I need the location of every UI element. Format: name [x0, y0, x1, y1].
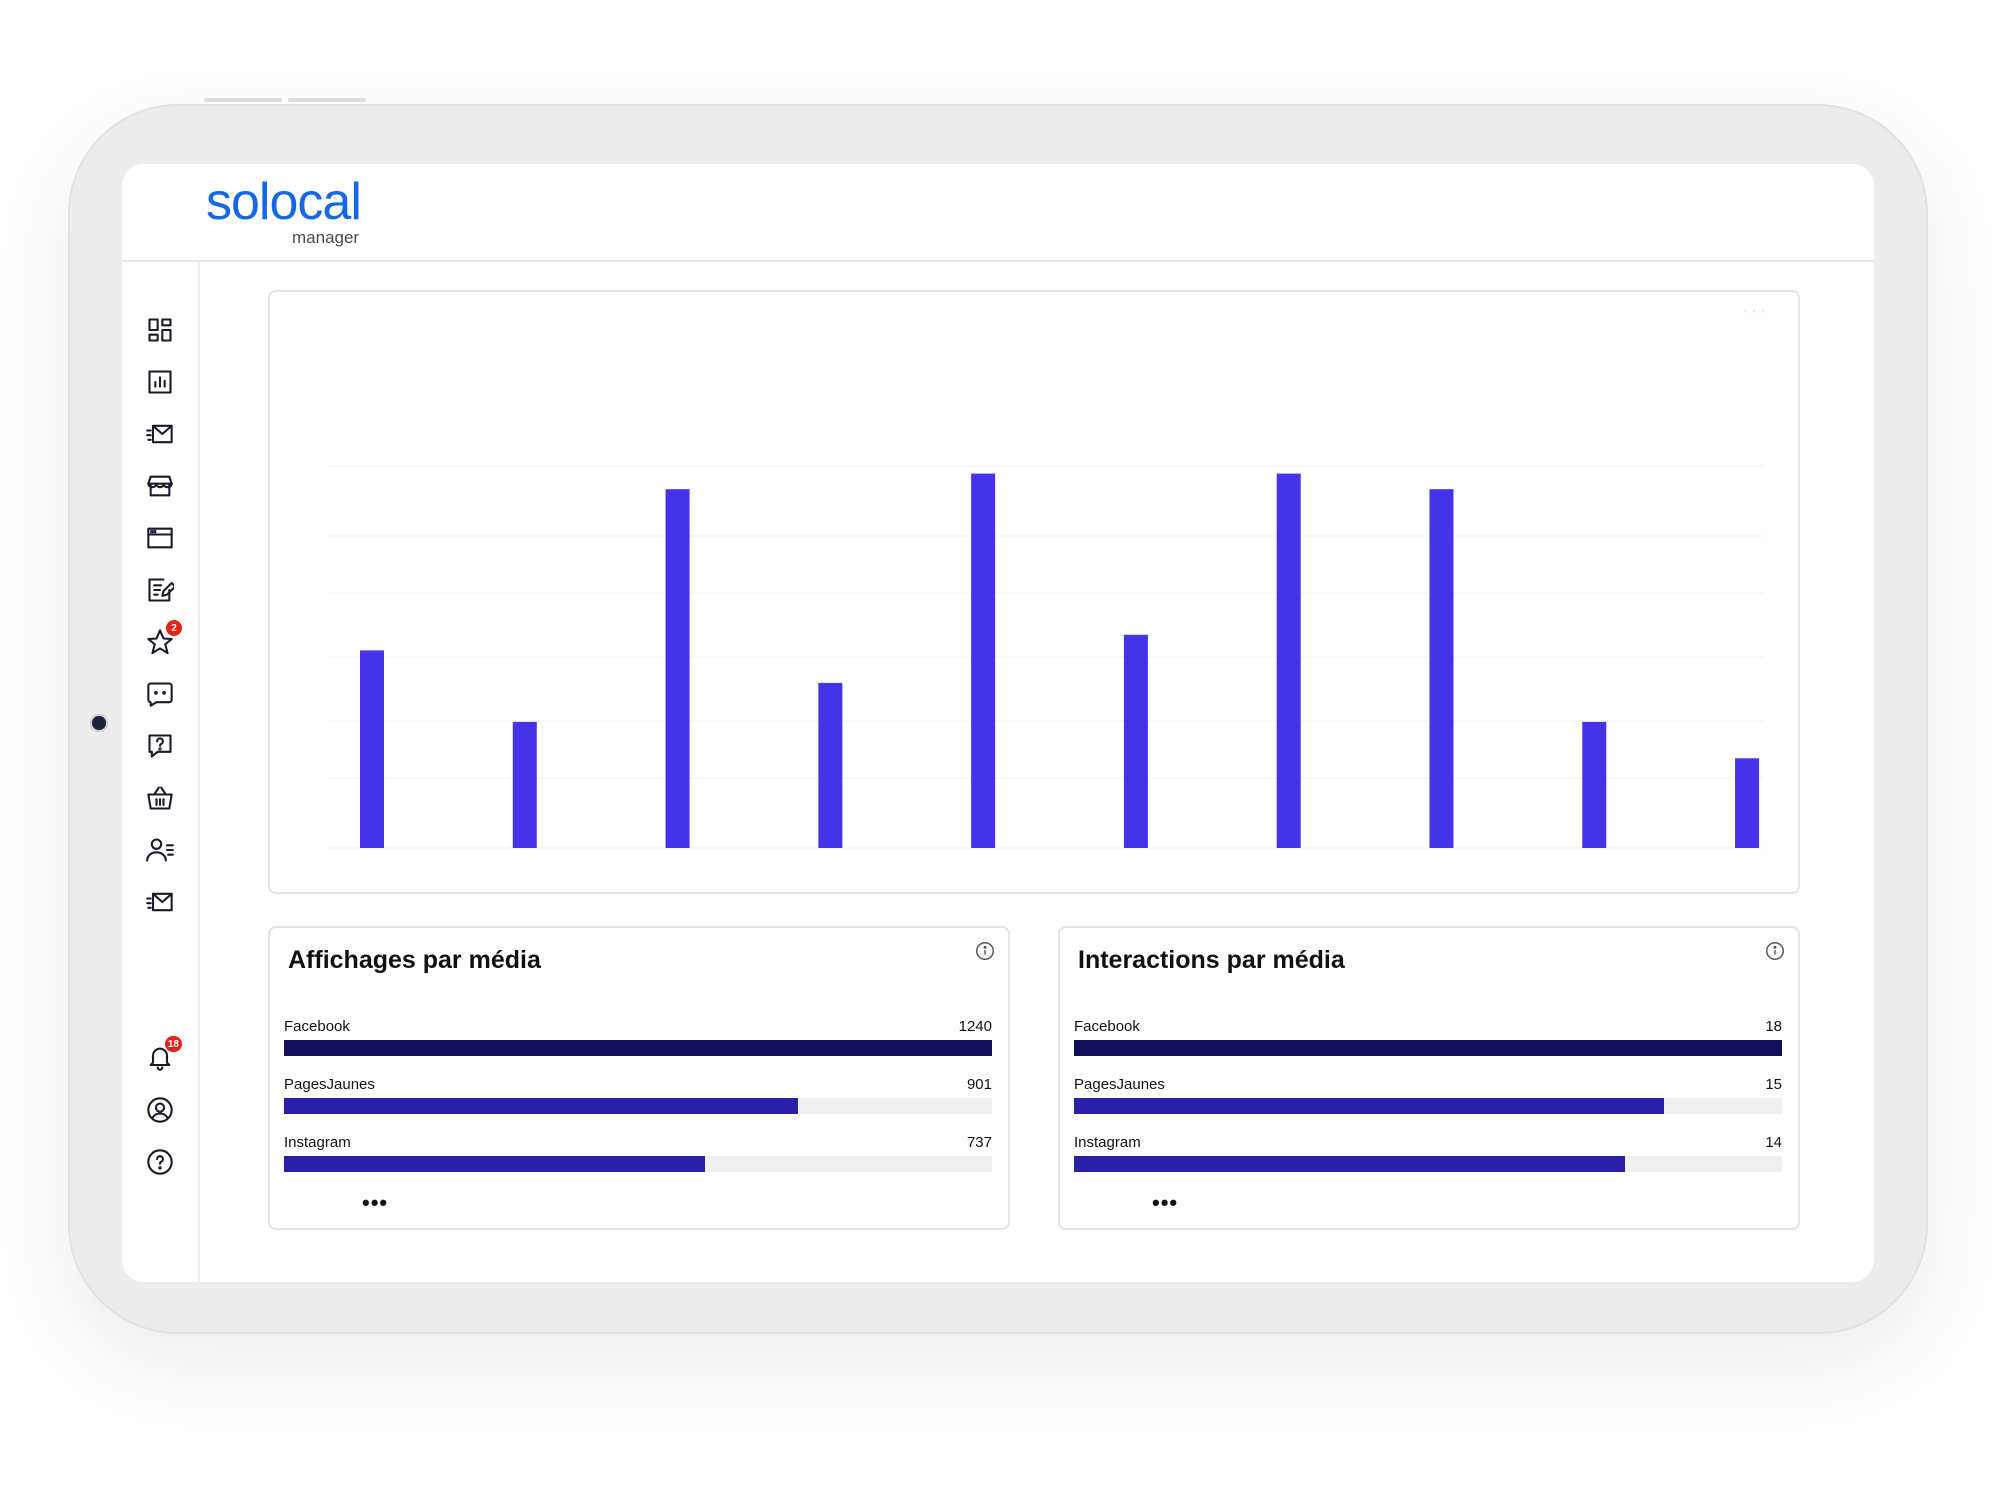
campaign-mail-icon	[146, 892, 173, 912]
chart-bar[interactable]	[971, 473, 996, 848]
store-icon	[147, 475, 173, 497]
chart-bar[interactable]	[1582, 721, 1607, 848]
logo-sub-text: manager	[292, 228, 360, 247]
views-chart-card: ···	[268, 290, 1800, 894]
card-title: Affichages par média	[288, 946, 541, 974]
reviews-badge: 2	[166, 620, 182, 636]
sidebar-item-content[interactable]	[142, 572, 178, 608]
media-card-interactions: Interactions par média Facebook 18 Pages…	[1058, 926, 1800, 1230]
media-label: Facebook	[284, 1018, 350, 1035]
reviews-star-icon	[147, 629, 173, 655]
bar-chart	[328, 465, 1764, 849]
more-button[interactable]: •••	[362, 1190, 389, 1215]
sidebar-item-contacts[interactable]	[142, 832, 178, 868]
sidebar: 2 18	[122, 262, 200, 1282]
sidebar-item-help[interactable]	[142, 1144, 178, 1180]
media-label: Instagram	[284, 1134, 351, 1151]
media-value: 18	[1765, 1018, 1782, 1035]
chart-bar[interactable]	[1276, 473, 1301, 848]
sidebar-item-account[interactable]	[142, 1092, 178, 1128]
media-value: 15	[1765, 1076, 1782, 1093]
media-label: Instagram	[1074, 1134, 1141, 1151]
info-icon[interactable]	[974, 940, 996, 962]
bar-fill	[1074, 1040, 1782, 1056]
media-row-pagesjaunes: PagesJaunes 15	[1074, 1076, 1782, 1126]
media-value: 901	[966, 1076, 992, 1093]
chart-bar[interactable]	[512, 721, 537, 848]
bar-track	[1074, 1040, 1782, 1056]
media-card-views: Affichages par média Facebook 1240 Pages…	[268, 926, 1010, 1230]
media-row-pagesjaunes: PagesJaunes 901	[284, 1076, 992, 1126]
top-bar: solocal manager	[122, 164, 1874, 262]
chart-bar[interactable]	[665, 489, 690, 848]
sidebar-item-notifications[interactable]: 18	[142, 1036, 182, 1076]
chat-icon	[147, 682, 173, 707]
bar-fill	[284, 1098, 799, 1114]
edit-content-icon	[148, 578, 174, 602]
media-label: Facebook	[1074, 1018, 1140, 1035]
dashboard-icon	[148, 318, 172, 342]
sidebar-item-dashboard[interactable]	[142, 312, 178, 348]
bar-track	[1074, 1156, 1782, 1172]
tablet-camera	[92, 716, 106, 730]
sidebar-item-questions[interactable]	[142, 728, 178, 764]
media-row-facebook: Facebook 1240	[284, 1018, 992, 1068]
notifications-bell-icon	[149, 1047, 171, 1071]
sidebar-item-chat[interactable]	[142, 676, 178, 712]
info-icon[interactable]	[1764, 940, 1786, 962]
media-label: PagesJaunes	[1074, 1076, 1165, 1093]
media-value: 737	[966, 1134, 992, 1151]
tablet-button	[288, 98, 366, 102]
app-screen: solocal manager 2	[122, 164, 1874, 1282]
media-label: PagesJaunes	[284, 1076, 375, 1093]
statistics-icon	[148, 370, 172, 394]
sidebar-item-messages[interactable]	[142, 416, 178, 452]
chart-bar[interactable]	[360, 650, 384, 848]
sidebar-item-shop[interactable]	[142, 780, 178, 816]
website-icon	[147, 527, 173, 549]
chart-bar[interactable]	[818, 682, 843, 848]
questions-icon	[148, 734, 172, 758]
media-value: 14	[1765, 1134, 1782, 1151]
sidebar-item-reviews[interactable]: 2	[142, 620, 182, 660]
help-icon	[147, 1149, 173, 1175]
bar-track	[284, 1040, 992, 1056]
messages-icon	[146, 424, 173, 444]
card-title: Interactions par média	[1078, 946, 1345, 974]
sidebar-item-campaign[interactable]	[142, 884, 178, 920]
notifications-badge: 18	[164, 1036, 182, 1052]
contacts-icon	[146, 838, 174, 862]
chart-bar[interactable]	[1429, 489, 1454, 848]
bar-track	[284, 1156, 992, 1172]
media-value: 1240	[958, 1018, 992, 1035]
more-button[interactable]: •••	[1152, 1190, 1179, 1215]
chart-bar[interactable]	[1123, 634, 1148, 848]
logo-main-text: solocal	[206, 173, 362, 231]
media-row-facebook: Facebook 18	[1074, 1018, 1782, 1068]
sidebar-item-website[interactable]	[142, 520, 178, 556]
bar-fill	[284, 1040, 992, 1056]
shop-basket-icon	[147, 786, 173, 810]
media-row-instagram: Instagram 737	[284, 1134, 992, 1184]
card-menu-icon[interactable]: ···	[1742, 300, 1768, 322]
bar-fill	[284, 1156, 705, 1172]
bar-fill	[1074, 1156, 1625, 1172]
bar-track	[284, 1098, 992, 1114]
chart-bar[interactable]	[1735, 758, 1760, 848]
media-row-instagram: Instagram 14	[1074, 1134, 1782, 1184]
solocal-logo[interactable]: solocal manager	[206, 173, 362, 247]
tablet-button	[204, 98, 282, 102]
sidebar-item-store[interactable]	[142, 468, 178, 504]
bar-track	[1074, 1098, 1782, 1114]
account-user-icon	[147, 1097, 173, 1123]
bar-fill	[1074, 1098, 1664, 1114]
sidebar-item-statistics[interactable]	[142, 364, 178, 400]
